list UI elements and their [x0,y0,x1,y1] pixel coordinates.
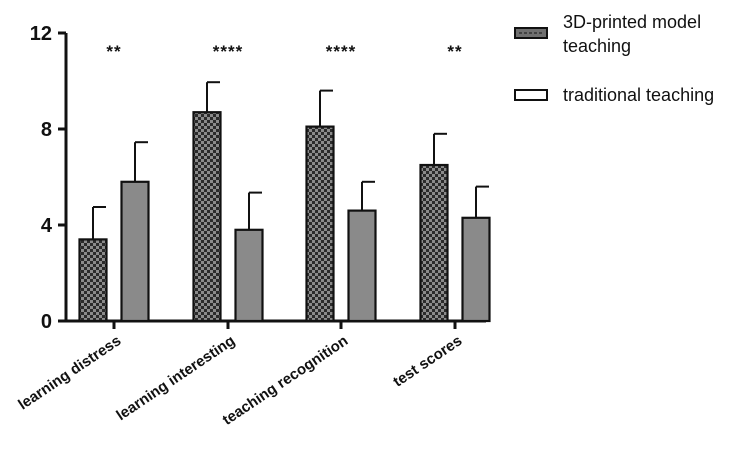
significance-label-1: **** [213,42,243,61]
significance-label-0: ** [106,42,121,61]
significance-label-3: ** [447,42,462,61]
significance-label-2: **** [326,42,356,61]
bar-series-0-category-3 [419,163,449,323]
legend-label-3d-printed-model-line-1: 3D-printed model [563,12,701,32]
bar-series-1-category-1 [234,228,264,323]
y-tick-label-2: 8 [41,119,52,141]
bar-series-0-category-2 [305,125,335,323]
plot-area: 0 4 8 12 learning distress ** learning interes… [15,23,491,429]
x-category-label-0: learning distress [15,332,124,413]
bar-series-0-category-1 [192,111,222,323]
y-tick-label-1: 4 [41,215,53,237]
x-category-label-3: test scores [390,332,465,390]
y-tick-label-0: 0 [41,311,52,333]
y-tick-label-3: 12 [30,23,52,45]
legend-label-3d-printed-model-line-2: teaching [563,36,631,56]
x-category-label-2: teaching recognition [219,332,351,429]
bar-series-1-category-2 [347,209,377,323]
bar-series-0-category-0 [78,238,108,323]
bar-series-1-category-3 [461,216,491,323]
legend-label-traditional-teaching: traditional teaching [563,85,714,105]
x-category-label-1: learning interesting [113,332,238,424]
bar-series-1-category-0 [120,180,150,323]
legend: 3D-printed model teaching traditional te… [514,12,714,105]
legend-swatch-traditional-teaching [514,89,548,101]
